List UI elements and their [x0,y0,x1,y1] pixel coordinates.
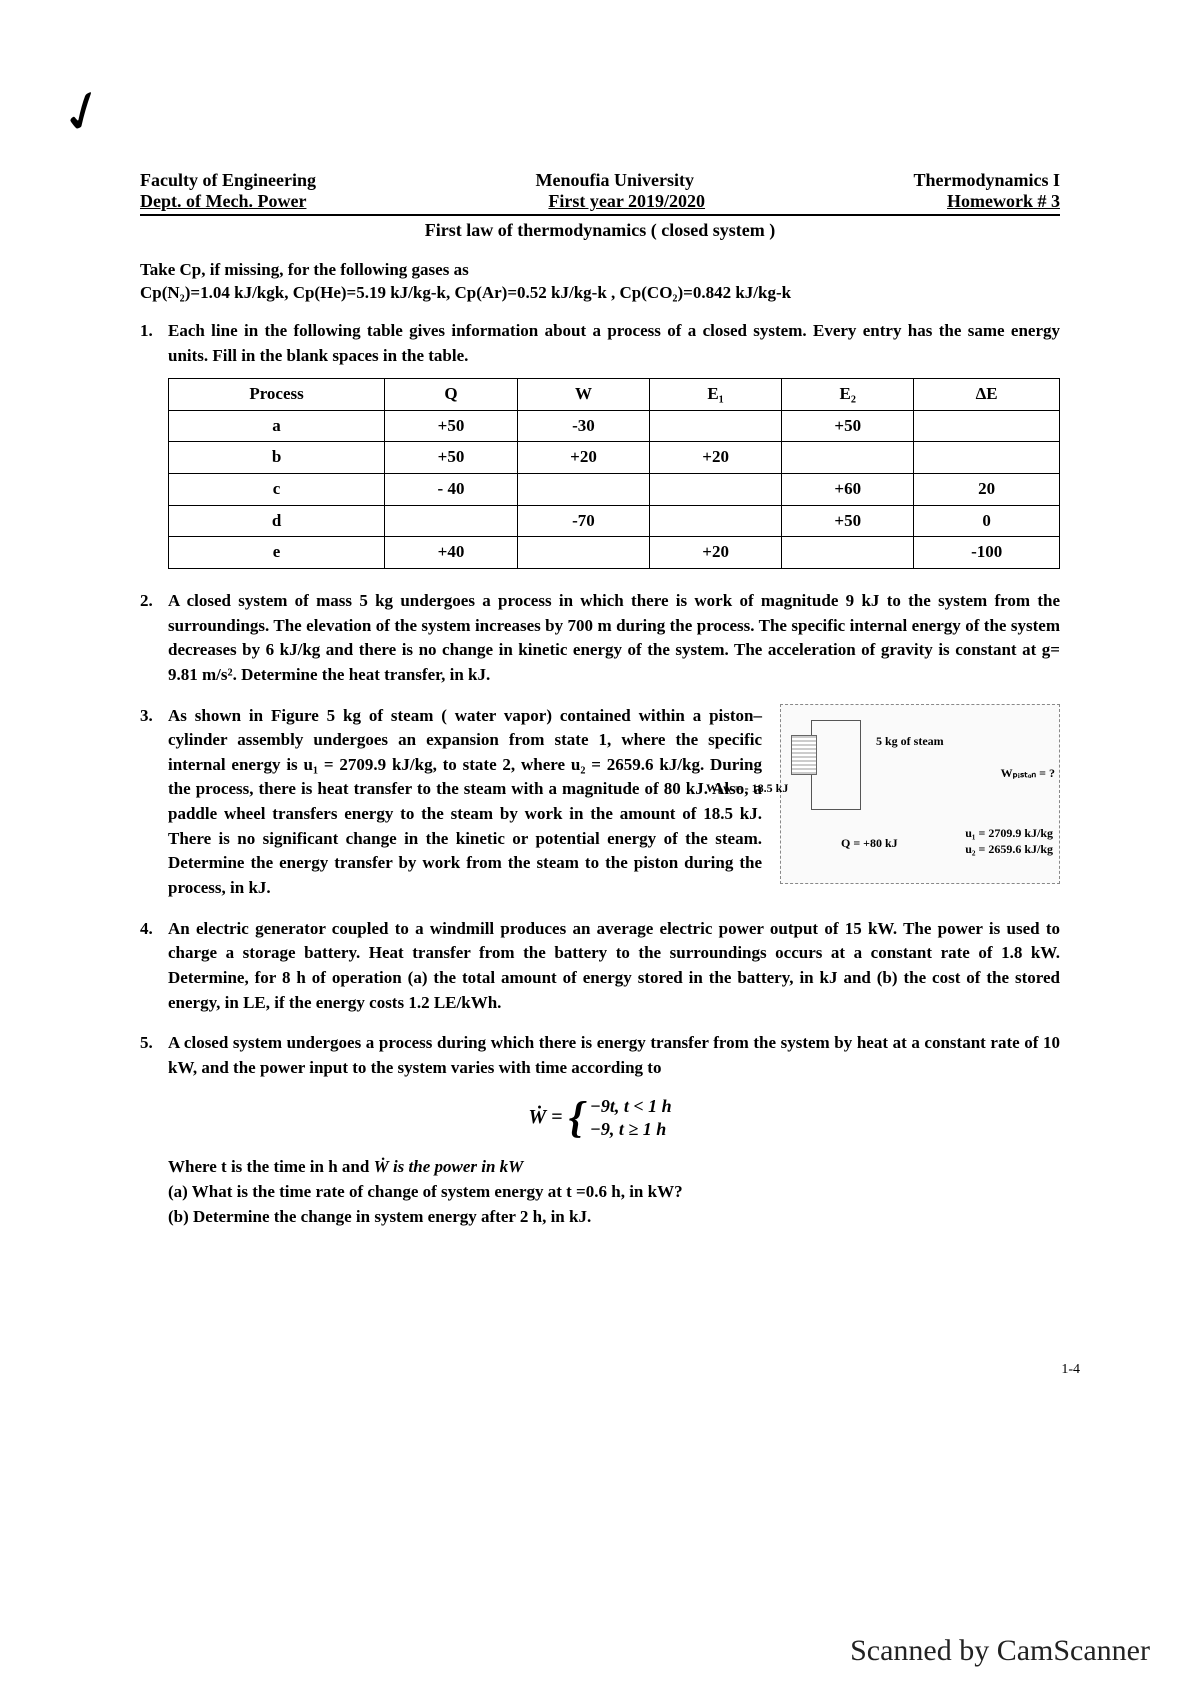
table-row: a+50-30+50 [169,410,1060,442]
eq-case2: −9, t ≥ 1 h [590,1118,672,1141]
problem-2-text: A closed system of mass 5 kg undergoes a… [168,589,1060,688]
table-cell: - 40 [385,474,518,506]
table-cell [782,442,914,474]
table-cell: b [169,442,385,474]
fig-wpiston-label: Wₚᵢₛₜₒₙ = ? [1001,765,1055,782]
table-cell [914,442,1060,474]
problem-1-table: ProcessQWE₁E₂ΔE a+50-30+50b+50+20+20c- 4… [168,378,1060,569]
problem-4-num: 4. [140,917,168,1016]
table-cell: e [169,537,385,569]
table-row: d -70 +500 [169,505,1060,537]
fig-u1-label: u₁ = 2709.9 kJ/kg [965,825,1053,842]
problem-5: 5. A closed system undergoes a process d… [140,1031,1060,1080]
table-cell: +50 [385,410,518,442]
header-right2: Homework # 3 [947,191,1060,212]
fig-q-label: Q = +80 kJ [841,835,898,852]
header-left1: Faculty of Engineering [140,170,316,191]
eq-lhs: Ẇ = [528,1103,562,1132]
table-row: c- 40 +6020 [169,474,1060,506]
table-header: ΔE [914,379,1060,411]
problem-5-equation: Ẇ = { −9t, t < 1 h −9, t ≥ 1 h [140,1095,1060,1142]
table-cell: 20 [914,474,1060,506]
problem-3-num: 3. [140,704,168,901]
header-block: Faculty of Engineering Menoufia Universi… [140,170,1060,241]
header-center1: Menoufia University [536,170,694,191]
table-row: e+40 +20 -100 [169,537,1060,569]
problem-5-num: 5. [140,1031,168,1080]
table-cell [650,505,782,537]
table-cell [650,410,782,442]
table-cell [517,537,649,569]
table-cell [914,410,1060,442]
problem-1: 1. Each line in the following table give… [140,319,1060,573]
problem-3-text: As shown in Figure 5 kg of steam ( water… [168,704,762,901]
table-cell: c [169,474,385,506]
table-cell: +20 [517,442,649,474]
intro-block: Take Cp, if missing, for the following g… [140,259,1060,305]
header-left2: Dept. of Mech. Power [140,191,306,212]
header-right1: Thermodynamics I [913,170,1060,191]
header-subtitle: First law of thermodynamics ( closed sys… [140,220,1060,241]
problem-2-num: 2. [140,589,168,688]
table-cell: +50 [782,410,914,442]
table-row: b+50+20+20 [169,442,1060,474]
table-cell: 0 [914,505,1060,537]
problem-4: 4. An electric generator coupled to a wi… [140,917,1060,1016]
table-cell: +20 [650,442,782,474]
table-cell: -100 [914,537,1060,569]
table-cell: +50 [385,442,518,474]
table-cell: d [169,505,385,537]
problem-5-a: (a) What is the time rate of change of s… [168,1180,1060,1205]
table-header: Q [385,379,518,411]
table-cell: +20 [650,537,782,569]
fig-u2-label: u₂ = 2659.6 kJ/kg [965,841,1053,858]
tick-mark: ✓ [50,74,116,151]
table-cell: a [169,410,385,442]
table-cell [782,537,914,569]
fig-steam-label: 5 kg of steam [876,733,944,750]
page-number: 1-4 [1061,1362,1080,1378]
eq-case1: −9t, t < 1 h [590,1095,672,1118]
intro-line2: Cp(N₂)=1.04 kJ/kgk, Cp(He)=5.19 kJ/kg-k,… [140,282,1060,305]
table-cell: +40 [385,537,518,569]
problem-1-text: Each line in the following table gives i… [168,319,1060,368]
table-header: E₁ [650,379,782,411]
problem-2: 2. A closed system of mass 5 kg undergoe… [140,589,1060,688]
problem-5-text: A closed system undergoes a process duri… [168,1031,1060,1080]
problem-1-num: 1. [140,319,168,573]
table-cell [650,474,782,506]
problem-3-figure: 5 kg of steam Wₚᵢₛₜₒₙ = ? Q = +80 kJ u₁ … [780,704,1060,901]
table-header: Process [169,379,385,411]
table-cell: +60 [782,474,914,506]
header-center2: First year 2019/2020 [548,191,705,212]
table-cell [517,474,649,506]
fig-wpw-label: Wₚw = - 18.5 kJ [706,780,788,797]
problem-5-b: (b) Determine the change in system energ… [168,1205,1060,1230]
problem-4-text: An electric generator coupled to a windm… [168,917,1060,1016]
table-header: E₂ [782,379,914,411]
problem-5-where: Where t is the time in h and Ẇ is the po… [168,1155,1060,1180]
intro-line1: Take Cp, if missing, for the following g… [140,259,1060,282]
table-cell: -30 [517,410,649,442]
scanned-watermark: Scanned by CamScanner [850,1634,1150,1668]
table-header: W [517,379,649,411]
table-cell [385,505,518,537]
table-cell: +50 [782,505,914,537]
problem-3: 3. As shown in Figure 5 kg of steam ( wa… [140,704,1060,901]
table-cell: -70 [517,505,649,537]
